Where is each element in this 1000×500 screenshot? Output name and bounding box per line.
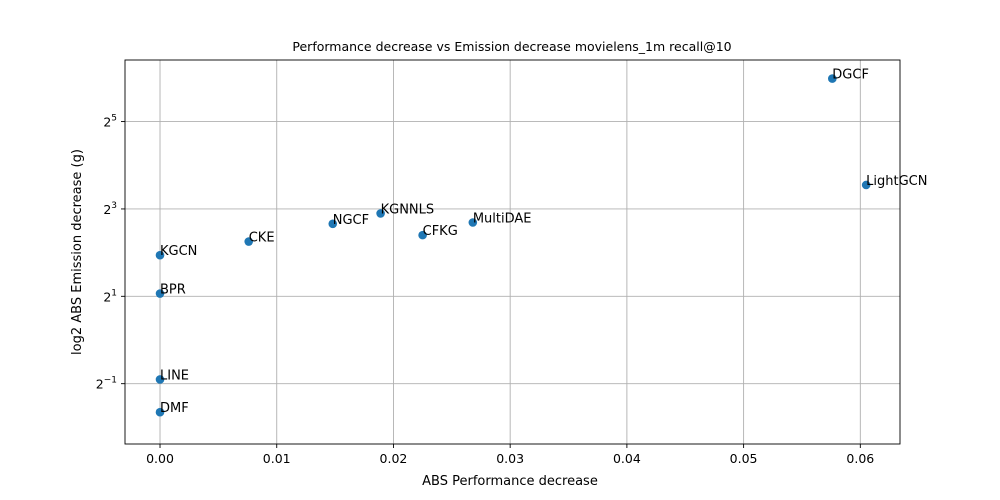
y-tick-label: 25 bbox=[103, 114, 117, 130]
x-tick-label: 0.01 bbox=[263, 451, 291, 466]
data-point-cke bbox=[244, 237, 254, 246]
point-label-bpr: BPR bbox=[160, 283, 186, 298]
grid-lines bbox=[125, 60, 900, 444]
y-tick-exponent: 5 bbox=[111, 114, 117, 124]
data-point-kgnnls bbox=[376, 209, 385, 218]
data-point-cfkg bbox=[418, 230, 427, 240]
x-tick-label: 0.05 bbox=[730, 451, 758, 466]
point-labels: DGCF LightGCN KGNNLS MultiDAE NGCF CFKG CKE KGC… bbox=[160, 68, 927, 417]
data-point-lightgcn bbox=[861, 180, 871, 190]
chart-title: Performance decrease vs Emission decreas… bbox=[292, 39, 731, 54]
data-point-line bbox=[155, 375, 165, 384]
x-tick-label: 0.00 bbox=[146, 451, 174, 466]
point-label-dgcf: DGCF bbox=[832, 68, 869, 83]
y-tick-label: 23 bbox=[103, 201, 117, 217]
y-tick-exponent: −1 bbox=[104, 376, 117, 386]
x-tick-label: 0.03 bbox=[496, 451, 524, 466]
y-tick-base: 2 bbox=[103, 115, 111, 130]
data-point-bpr bbox=[155, 289, 165, 298]
point-label-dmf: DMF bbox=[160, 401, 189, 416]
point-label-kgnnls: KGNNLS bbox=[381, 202, 435, 217]
point-label-ngcf: NGCF bbox=[333, 213, 369, 228]
x-tick-label: 0.04 bbox=[613, 451, 641, 466]
point-label-cfkg: CFKG bbox=[423, 224, 458, 239]
y-tick-exponent: 3 bbox=[111, 201, 117, 211]
y-tick-base: 2 bbox=[96, 377, 104, 392]
y-tick-base: 2 bbox=[103, 202, 111, 217]
y-axis-label: log2 ABS Emission decrease (g) bbox=[70, 149, 85, 355]
x-tick-label: 0.06 bbox=[846, 451, 874, 466]
y-tick-base: 2 bbox=[103, 289, 111, 304]
data-point-multidae bbox=[468, 218, 478, 227]
x-axis-ticks: 0.00 0.01 0.02 0.03 0.04 0.05 0.06 bbox=[146, 444, 874, 466]
point-label-line: LINE bbox=[160, 368, 189, 383]
point-label-multidae: MultiDAE bbox=[473, 212, 532, 227]
point-label-kgcn: KGCN bbox=[160, 244, 197, 259]
x-tick-label: 0.02 bbox=[380, 451, 408, 466]
point-label-cke: CKE bbox=[249, 231, 275, 246]
y-tick-label: 2−1 bbox=[96, 376, 117, 392]
plot-frame bbox=[124, 59, 901, 445]
x-axis-label: ABS Performance decrease bbox=[422, 474, 598, 489]
data-points bbox=[155, 74, 871, 417]
y-tick-label: 21 bbox=[103, 288, 117, 304]
data-point-dgcf bbox=[828, 74, 837, 83]
data-point-dmf bbox=[155, 407, 165, 417]
data-point-ngcf bbox=[328, 219, 338, 229]
y-tick-exponent: 1 bbox=[111, 288, 117, 298]
data-point-kgcn bbox=[155, 250, 165, 260]
point-label-lightgcn: LightGCN bbox=[866, 174, 927, 189]
